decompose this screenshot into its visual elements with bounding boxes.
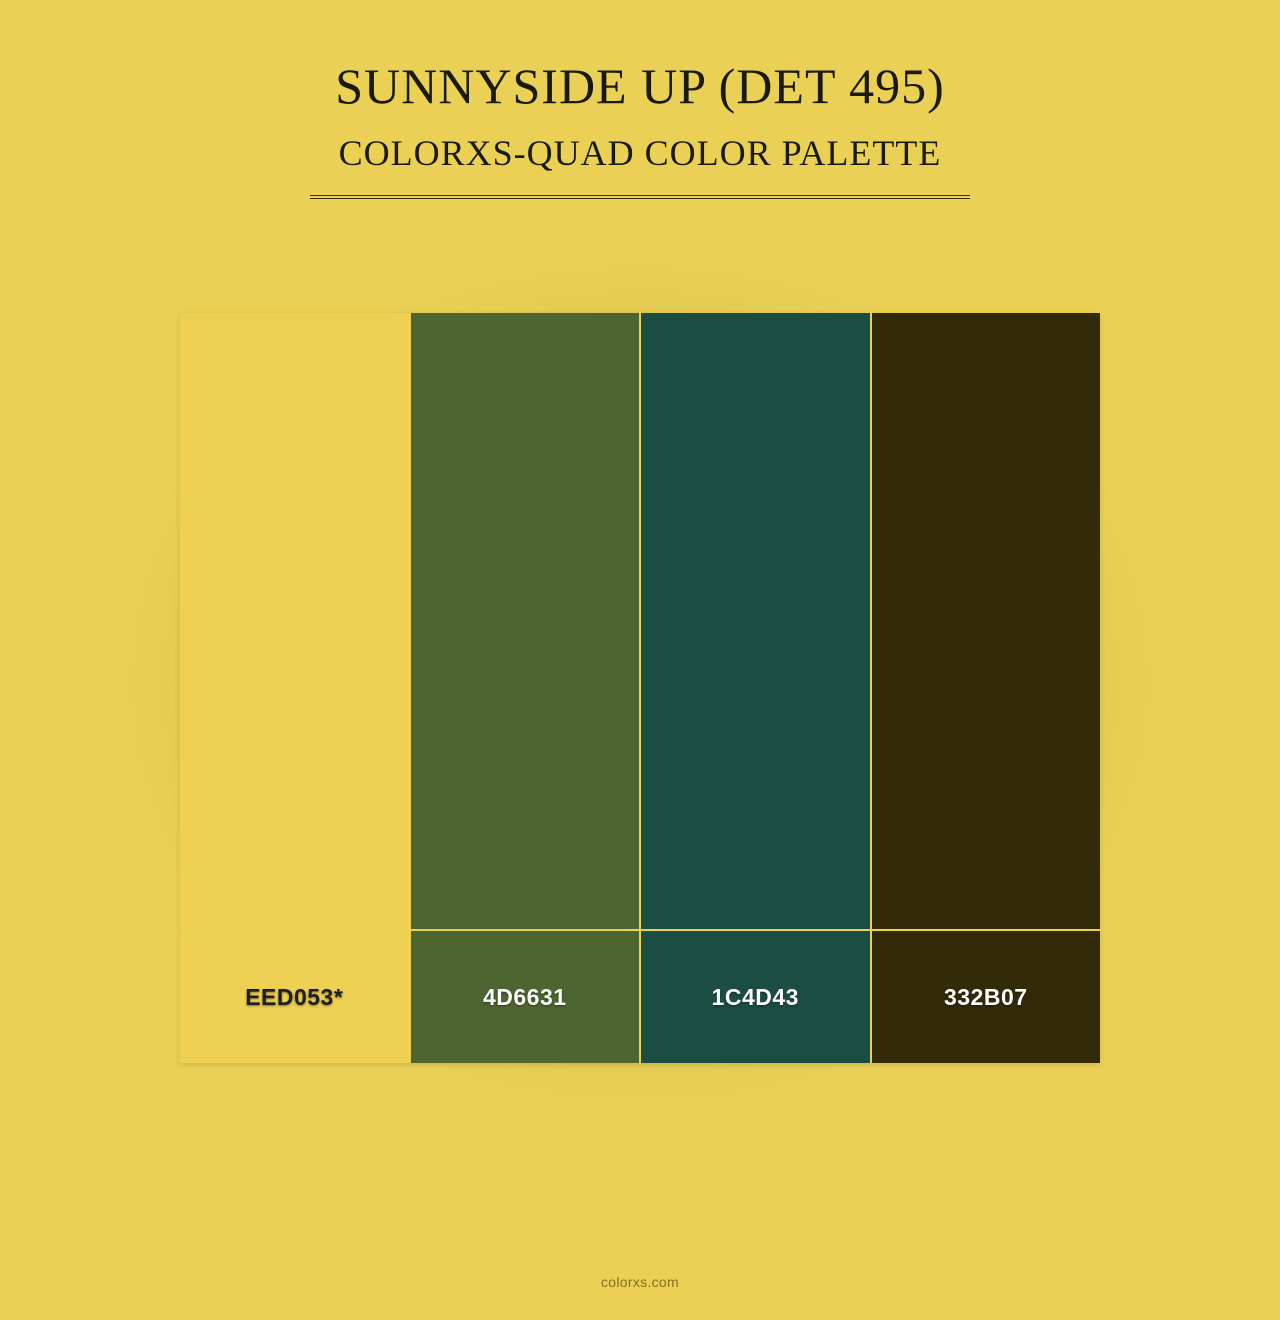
swatch-0 [180, 313, 409, 929]
swatch-3 [870, 313, 1101, 929]
page-subtitle: Colorxs-Quad Color Palette [310, 134, 970, 174]
label-cell-0: EED053* [180, 931, 409, 1063]
palette-card: EED053* 4D6631 1C4D43 332B07 [180, 313, 1100, 1063]
footer-credit: colorxs.com [0, 1274, 1280, 1290]
label-cell-3: 332B07 [870, 931, 1101, 1063]
swatch-label-0: EED053* [245, 984, 343, 1011]
label-row: EED053* 4D6631 1C4D43 332B07 [180, 929, 1100, 1063]
label-cell-2: 1C4D43 [639, 931, 870, 1063]
label-cell-1: 4D6631 [409, 931, 640, 1063]
swatch-label-3: 332B07 [944, 984, 1028, 1011]
swatch-label-1: 4D6631 [483, 984, 567, 1011]
header-block: Sunnyside up (DET 495) Colorxs-Quad Colo… [310, 58, 970, 199]
palette-card-wrap: EED053* 4D6631 1C4D43 332B07 [180, 313, 1100, 1063]
swatch-row [180, 313, 1100, 929]
page-title: Sunnyside up (DET 495) [310, 58, 970, 116]
palette-page: Sunnyside up (DET 495) Colorxs-Quad Colo… [0, 0, 1280, 1320]
swatch-2 [639, 313, 870, 929]
swatch-label-2: 1C4D43 [712, 984, 799, 1011]
swatch-1 [409, 313, 640, 929]
header-divider [310, 195, 970, 199]
